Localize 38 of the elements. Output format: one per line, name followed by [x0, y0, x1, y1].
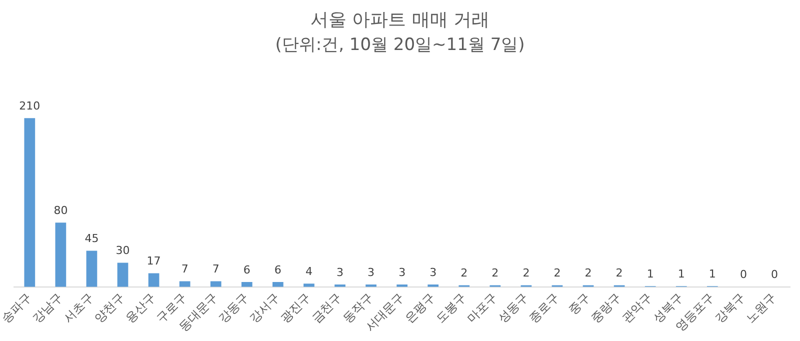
x-tick-label: 중구	[566, 290, 593, 318]
data-label: 2	[460, 266, 468, 280]
bar	[272, 282, 284, 287]
data-label: 3	[430, 266, 437, 279]
data-label: 0	[770, 268, 778, 282]
bar	[55, 222, 66, 287]
bar	[117, 262, 128, 287]
data-label: 2	[554, 266, 561, 280]
data-label: 3	[398, 266, 406, 279]
data-label: 45	[84, 232, 99, 246]
data-label: 0	[740, 268, 747, 282]
data-label: 80	[54, 204, 68, 217]
bar	[210, 281, 222, 287]
data-label: 1	[646, 267, 654, 280]
bar	[179, 281, 190, 287]
bar	[148, 273, 160, 287]
chart-subtitle: (단위:건, 10월 20일~11월 7일)	[275, 35, 525, 56]
data-label: 30	[116, 244, 130, 258]
data-label: 17	[146, 254, 161, 268]
data-label: 3	[336, 266, 344, 279]
data-label: 1	[708, 267, 716, 280]
data-label: 3	[368, 266, 375, 279]
data-label: 6	[274, 263, 282, 276]
data-label: 2	[584, 266, 592, 280]
data-label: 4	[305, 265, 312, 278]
data-label: 2	[522, 266, 530, 280]
data-label: 1	[678, 267, 685, 280]
bar	[304, 284, 314, 287]
bar	[241, 282, 252, 287]
bar	[24, 118, 36, 287]
data-label: 2	[616, 266, 623, 280]
chart-title: 서울 아파트 매매 거래	[310, 9, 490, 30]
data-label: 2	[492, 266, 499, 280]
data-label: 7	[181, 262, 188, 276]
data-label: 210	[19, 100, 40, 112]
data-label: 7	[212, 262, 220, 276]
data-label: 6	[243, 263, 250, 276]
bar	[86, 250, 98, 287]
